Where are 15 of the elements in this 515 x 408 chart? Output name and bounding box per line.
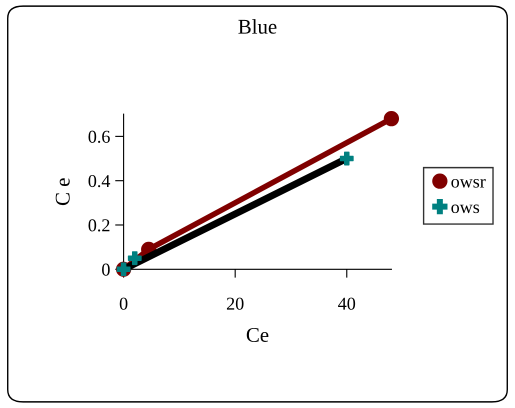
x-axis-title: Ce <box>246 328 268 342</box>
chart-title: Blue <box>238 19 276 34</box>
y-tick-label: 0.6 <box>88 130 110 143</box>
y-tick-label: 0 <box>102 264 110 276</box>
legend-label: owsr <box>451 178 486 188</box>
x-tick-label: 20 <box>226 298 244 310</box>
point <box>384 111 400 126</box>
y-tick-label: 0.4 <box>88 174 110 188</box>
point <box>340 152 354 166</box>
legend-label: ows <box>451 204 480 214</box>
point <box>128 251 142 266</box>
x-tick-label: 40 <box>338 298 356 310</box>
y-tick-label: 0.2 <box>88 219 110 232</box>
y-axis-title: C e <box>56 178 70 206</box>
x-tick-label: 0 <box>120 298 128 310</box>
